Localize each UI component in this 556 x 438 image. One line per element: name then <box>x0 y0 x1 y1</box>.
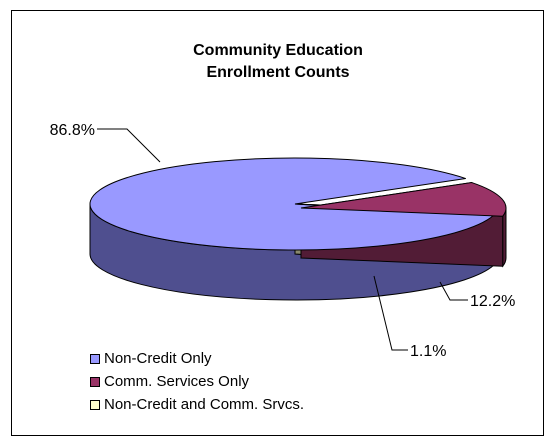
leader-line-non-credit-only <box>97 128 161 163</box>
chart-title: Community Education Enrollment Counts <box>0 40 556 84</box>
legend-item-non-credit-only: Non-Credit Only <box>90 347 304 370</box>
leader-line-non-credit-and-comm-srvcs <box>373 275 408 351</box>
chart-title-line-2: Enrollment Counts <box>206 64 350 81</box>
legend: Non-Credit Only Comm. Services Only Non-… <box>90 347 304 416</box>
chart-title-line-1: Community Education <box>193 42 363 59</box>
leader-line-comm-services-only <box>439 281 468 301</box>
legend-swatch-non-credit-and-comm-srvcs <box>90 399 100 410</box>
legend-label-comm-services-only: Comm. Services Only <box>104 373 250 390</box>
data-label-non-credit-and-comm-srvcs: 1.1% <box>410 343 446 360</box>
legend-swatch-comm-services-only <box>90 376 100 387</box>
pie-slice-comm-services-only <box>300 182 507 217</box>
legend-item-comm-services-only: Comm. Services Only <box>90 370 304 393</box>
legend-label-non-credit-only: Non-Credit Only <box>104 350 212 367</box>
legend-label-non-credit-and-comm-srvcs: Non-Credit and Comm. Srvcs. <box>104 396 305 413</box>
pie-slice-non-credit-only <box>89 157 495 251</box>
legend-item-non-credit-and-comm-srvcs: Non-Credit and Comm. Srvcs. <box>90 393 304 416</box>
data-label-non-credit-only: 86.8% <box>50 122 95 139</box>
data-label-comm-services-only: 12.2% <box>470 293 515 310</box>
legend-swatch-non-credit-only <box>90 353 100 364</box>
